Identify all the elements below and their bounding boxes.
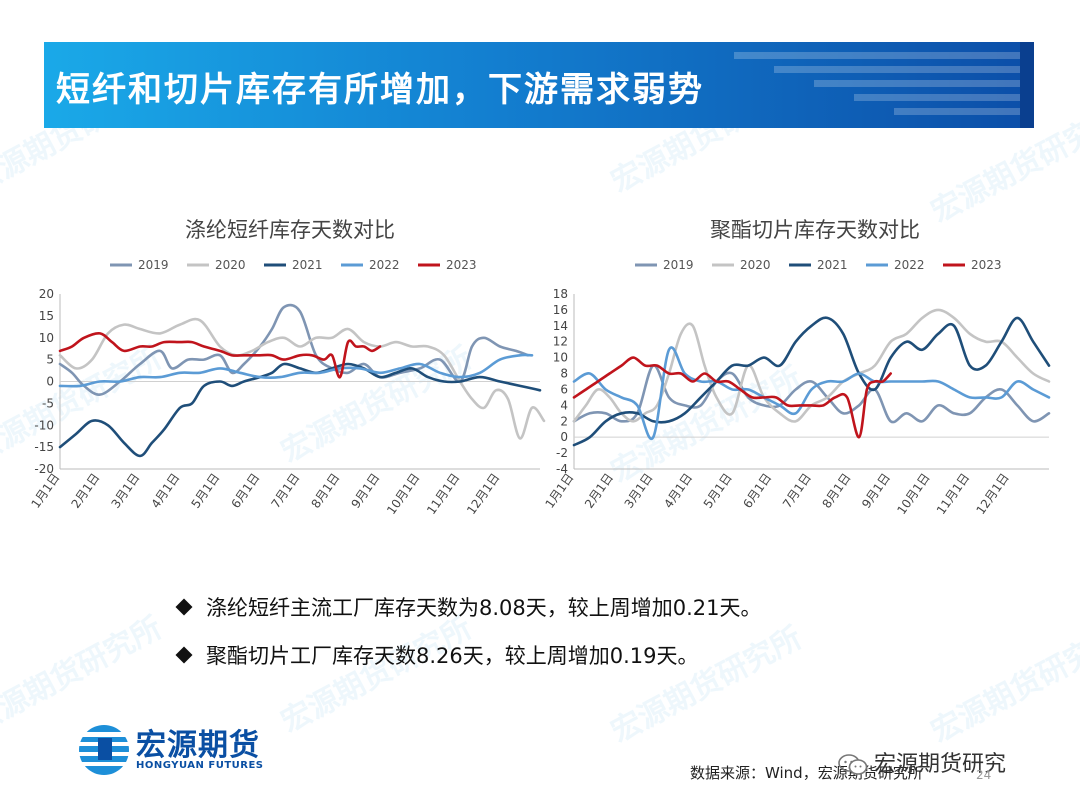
legend-label-2019: 2019 (138, 258, 169, 272)
y-tick-label: 12 (553, 335, 568, 349)
bullet-chip: 聚酯切片工厂库存天数8.26天，较上周增加0.19天。 (175, 640, 699, 670)
series-line-2021 (58, 362, 542, 458)
y-tick-label: 5 (46, 353, 54, 367)
x-tick-label: 5月1日 (188, 471, 222, 511)
x-tick-label: 11月1日 (934, 471, 972, 517)
series-line-2022 (58, 353, 534, 388)
watermark: 宏源期货研究所 (275, 610, 478, 740)
x-tick-label: 9月1日 (859, 471, 893, 511)
x-tick-label: 6月1日 (740, 471, 774, 511)
legend-label-2021: 2021 (817, 258, 848, 272)
x-tick-label: 2月1日 (68, 471, 102, 511)
diamond-icon (175, 598, 193, 616)
x-tick-label: 4月1日 (148, 471, 182, 511)
x-tick-label: 11月1日 (424, 471, 462, 517)
series-line-2023 (58, 331, 382, 379)
series-line-2022 (572, 346, 1051, 441)
page-number: 24 (976, 768, 992, 782)
x-tick-label: 6月1日 (228, 471, 262, 511)
x-tick-label: 7月1日 (268, 471, 302, 511)
bullet-chip-text: 聚酯切片工厂库存天数8.26天，较上周增加0.19天。 (206, 644, 699, 668)
watermark: 宏源期货研究所 (605, 620, 808, 750)
x-tick-label: 10月1日 (384, 471, 422, 517)
legend-label-2020: 2020 (215, 258, 246, 272)
legend-label-2022: 2022 (894, 258, 925, 272)
y-tick-label: 0 (46, 375, 54, 389)
y-tick-label: -2 (556, 446, 568, 460)
bullet-fiber-text: 涤纶短纤主流工厂库存天数为8.08天，较上周增加0.21天。 (206, 596, 762, 620)
wechat-icon (838, 754, 868, 775)
bullet-fiber: 涤纶短纤主流工厂库存天数为8.08天，较上周增加0.21天。 (175, 592, 762, 622)
logo-mark-icon (78, 725, 130, 775)
x-tick-label: 3月1日 (622, 471, 656, 511)
y-tick-label: 10 (39, 331, 54, 345)
y-tick-label: 14 (553, 319, 568, 333)
x-tick-label: 4月1日 (661, 471, 695, 511)
legend-label-2022: 2022 (369, 258, 400, 272)
x-tick-label: 8月1日 (820, 471, 854, 511)
x-tick-label: 2月1日 (582, 471, 616, 511)
y-tick-label: 6 (560, 382, 568, 396)
legend-label-2023: 2023 (971, 258, 1002, 272)
y-tick-label: 15 (39, 309, 54, 323)
x-tick-label: 9月1日 (348, 471, 382, 511)
logo-text-en: HONGYUAN FUTURES (136, 760, 264, 771)
x-tick-label: 3月1日 (108, 471, 142, 511)
x-tick-label: 12月1日 (464, 471, 502, 517)
series-line-2020 (58, 317, 546, 440)
logo-text-cn: 宏源期货 (136, 728, 260, 763)
x-tick-label: 7月1日 (780, 471, 814, 511)
y-tick-label: 8 (560, 367, 568, 381)
y-tick-label: 4 (560, 398, 568, 412)
chart-title-chip: 聚酯切片库存天数对比 (710, 218, 920, 242)
company-logo: 宏源期货 HONGYUAN FUTURES (78, 720, 278, 780)
y-tick-label: -5 (42, 396, 54, 410)
wechat-account: 宏源期货研究 (838, 746, 1006, 778)
x-tick-label: 8月1日 (308, 471, 342, 511)
y-tick-label: -4 (556, 462, 568, 476)
y-tick-label: 18 (553, 287, 568, 301)
y-tick-label: 10 (553, 351, 568, 365)
y-tick-label: 0 (560, 430, 568, 444)
x-tick-label: 1月1日 (542, 471, 576, 511)
diamond-icon (175, 646, 193, 664)
y-tick-label: 16 (553, 303, 568, 317)
x-tick-label: 5月1日 (701, 471, 735, 511)
chart-title-fiber: 涤纶短纤库存天数对比 (185, 218, 395, 242)
title-banner: 短纤和切片库存有所增加，下游需求弱势 (44, 42, 1034, 128)
y-tick-label: -10 (34, 418, 54, 432)
y-tick-label: -15 (34, 440, 54, 454)
series-line-2023 (572, 356, 892, 439)
chart-polyester-staple-fiber: 2019 2020 2021 2022 202320151050-5-10-15-201… (28, 258, 546, 517)
watermark: 宏源期货研究所 (925, 620, 1080, 750)
y-tick-label: 2 (560, 414, 568, 428)
chart-polyester-chip: 2019 2020 2021 2022 2023181614121086420-2-41… (542, 258, 1051, 517)
x-tick-label: 12月1日 (974, 471, 1012, 517)
x-tick-label: 10月1日 (894, 471, 932, 517)
y-tick-label: -20 (34, 462, 54, 476)
series-line-2021 (572, 316, 1051, 447)
y-tick-label: 20 (39, 287, 54, 301)
page-title: 短纤和切片库存有所增加，下游需求弱势 (56, 70, 704, 110)
legend-label-2020: 2020 (740, 258, 771, 272)
legend-label-2021: 2021 (292, 258, 323, 272)
wechat-name: 宏源期货研究 (874, 752, 1007, 777)
series-line-2020 (572, 308, 1051, 423)
legend-label-2023: 2023 (446, 258, 477, 272)
legend-label-2019: 2019 (663, 258, 694, 272)
x-tick-label: 1月1日 (28, 471, 62, 511)
